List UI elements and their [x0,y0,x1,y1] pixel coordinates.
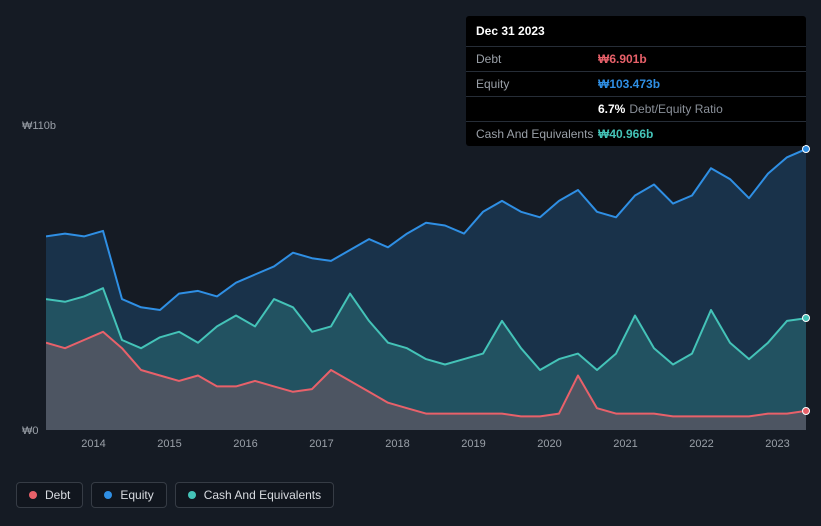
tooltip-row: 6.7%Debt/Equity Ratio [466,97,806,122]
tooltip-value: 6.7%Debt/Equity Ratio [598,102,723,116]
x-axis-label: 2014 [81,438,105,450]
y-axis-min-label: ₩0 [22,425,39,437]
tooltip-label [476,102,598,116]
tooltip-date: Dec 31 2023 [466,16,806,47]
line-end-marker [802,145,810,153]
x-axis: 2014 2015 2016 2017 2018 2019 2020 2021 2022 2023 [46,438,806,454]
tooltip-label: Debt [476,52,598,66]
legend-item-equity[interactable]: Equity [91,482,166,508]
legend-swatch [104,491,112,499]
tooltip-row: Debt₩6.901b [466,47,806,72]
legend-label: Debt [45,488,70,502]
tooltip-value: ₩103.473b [598,77,660,91]
tooltip-label: Cash And Equivalents [476,127,598,141]
x-axis-label: 2022 [689,438,713,450]
legend-item-cash-and-equivalents[interactable]: Cash And Equivalents [175,482,334,508]
legend-swatch [29,491,37,499]
chart-plot[interactable] [46,130,806,430]
legend-label: Cash And Equivalents [204,488,321,502]
x-axis-label: 2016 [233,438,257,450]
legend-item-debt[interactable]: Debt [16,482,83,508]
chart-tooltip: Dec 31 2023 Debt₩6.901bEquity₩103.473b6.… [466,16,806,146]
line-end-marker [802,407,810,415]
x-axis-label: 2015 [157,438,181,450]
tooltip-label: Equity [476,77,598,91]
x-axis-label: 2021 [613,438,637,450]
legend-label: Equity [120,488,153,502]
x-axis-label: 2017 [309,438,333,450]
chart-container: ₩110b ₩0 2014201520162017201820192020202… [16,120,806,460]
tooltip-row: Cash And Equivalents₩40.966b [466,122,806,146]
tooltip-value: ₩40.966b [598,127,653,141]
x-axis-label: 2019 [461,438,485,450]
legend: Debt Equity Cash And Equivalents [16,482,334,508]
tooltip-row: Equity₩103.473b [466,72,806,97]
line-end-marker [802,314,810,322]
x-axis-label: 2020 [537,438,561,450]
legend-swatch [188,491,196,499]
tooltip-trail: Debt/Equity Ratio [629,102,722,116]
tooltip-value: ₩6.901b [598,52,647,66]
x-axis-label: 2023 [765,438,789,450]
x-axis-label: 2018 [385,438,409,450]
